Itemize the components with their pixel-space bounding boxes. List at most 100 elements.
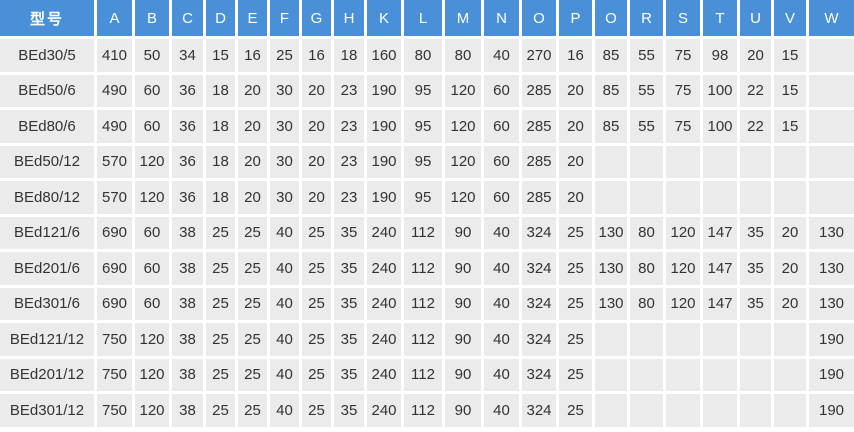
column-header-model: 型号	[0, 0, 94, 36]
value-cell: 160	[367, 39, 401, 72]
value-cell: 20	[302, 181, 331, 214]
value-cell: 40	[270, 216, 299, 249]
value-cell: 240	[367, 323, 401, 356]
value-cell: 147	[703, 287, 737, 320]
value-cell: 25	[238, 287, 267, 320]
value-cell: 285	[522, 110, 556, 143]
model-cell: BEd30/5	[0, 39, 94, 72]
value-cell: 25	[238, 252, 267, 285]
value-cell: 690	[97, 216, 132, 249]
model-cell: BEd201/12	[0, 358, 94, 391]
column-header-p: P	[559, 0, 592, 36]
value-cell: 285	[522, 145, 556, 178]
column-header-b: B	[135, 0, 169, 36]
value-cell	[630, 323, 663, 356]
column-header-o-2: O	[595, 0, 627, 36]
value-cell: 55	[630, 74, 663, 107]
value-cell: 285	[522, 181, 556, 214]
value-cell: 40	[270, 252, 299, 285]
value-cell: 112	[404, 358, 442, 391]
value-cell	[740, 323, 771, 356]
value-cell: 750	[97, 323, 132, 356]
value-cell: 80	[630, 252, 663, 285]
column-header-c: C	[172, 0, 203, 36]
value-cell: 25	[238, 394, 267, 427]
value-cell: 25	[302, 287, 331, 320]
value-cell: 120	[666, 252, 700, 285]
value-cell: 324	[522, 394, 556, 427]
value-cell: 30	[270, 110, 299, 143]
value-cell: 490	[97, 74, 132, 107]
value-cell: 240	[367, 287, 401, 320]
value-cell: 25	[206, 287, 235, 320]
value-cell: 30	[270, 181, 299, 214]
value-cell: 40	[270, 323, 299, 356]
value-cell: 25	[302, 216, 331, 249]
value-cell	[595, 181, 627, 214]
value-cell: 90	[445, 323, 481, 356]
value-cell: 25	[206, 252, 235, 285]
value-cell	[595, 358, 627, 391]
value-cell: 147	[703, 216, 737, 249]
value-cell: 80	[445, 39, 481, 72]
value-cell: 130	[595, 287, 627, 320]
value-cell: 75	[666, 110, 700, 143]
value-cell: 60	[484, 145, 519, 178]
value-cell: 40	[484, 323, 519, 356]
value-cell: 120	[135, 145, 169, 178]
column-header-v: V	[774, 0, 806, 36]
model-cell: BEd80/12	[0, 181, 94, 214]
value-cell: 190	[367, 181, 401, 214]
value-cell: 240	[367, 216, 401, 249]
value-cell: 35	[334, 394, 364, 427]
value-cell: 20	[559, 145, 592, 178]
value-cell: 270	[522, 39, 556, 72]
value-cell: 15	[206, 39, 235, 72]
column-header-k: K	[367, 0, 401, 36]
value-cell: 120	[445, 110, 481, 143]
value-cell: 25	[238, 323, 267, 356]
value-cell: 50	[135, 39, 169, 72]
value-cell: 38	[172, 252, 203, 285]
value-cell: 18	[334, 39, 364, 72]
value-cell: 22	[740, 110, 771, 143]
value-cell: 25	[270, 39, 299, 72]
value-cell: 20	[238, 181, 267, 214]
value-cell: 16	[559, 39, 592, 72]
column-header-a: A	[97, 0, 132, 36]
value-cell: 85	[595, 74, 627, 107]
value-cell: 190	[367, 110, 401, 143]
value-cell: 40	[270, 358, 299, 391]
value-cell: 130	[595, 216, 627, 249]
value-cell: 20	[238, 74, 267, 107]
value-cell	[703, 181, 737, 214]
value-cell: 324	[522, 358, 556, 391]
value-cell: 90	[445, 358, 481, 391]
value-cell: 25	[302, 394, 331, 427]
value-cell: 120	[445, 145, 481, 178]
value-cell: 16	[238, 39, 267, 72]
value-cell: 120	[135, 181, 169, 214]
value-cell: 55	[630, 39, 663, 72]
value-cell: 23	[334, 74, 364, 107]
value-cell: 570	[97, 145, 132, 178]
value-cell: 25	[559, 287, 592, 320]
value-cell: 35	[740, 252, 771, 285]
value-cell: 25	[238, 216, 267, 249]
value-cell	[595, 394, 627, 427]
column-header-o: O	[522, 0, 556, 36]
value-cell: 90	[445, 216, 481, 249]
value-cell: 95	[404, 74, 442, 107]
value-cell: 35	[740, 287, 771, 320]
value-cell: 23	[334, 181, 364, 214]
value-cell: 112	[404, 287, 442, 320]
value-cell: 130	[809, 252, 854, 285]
value-cell: 100	[703, 74, 737, 107]
value-cell: 15	[774, 39, 806, 72]
value-cell: 570	[97, 181, 132, 214]
model-cell: BEd50/6	[0, 74, 94, 107]
value-cell	[809, 39, 854, 72]
value-cell: 120	[135, 358, 169, 391]
value-cell: 35	[334, 323, 364, 356]
